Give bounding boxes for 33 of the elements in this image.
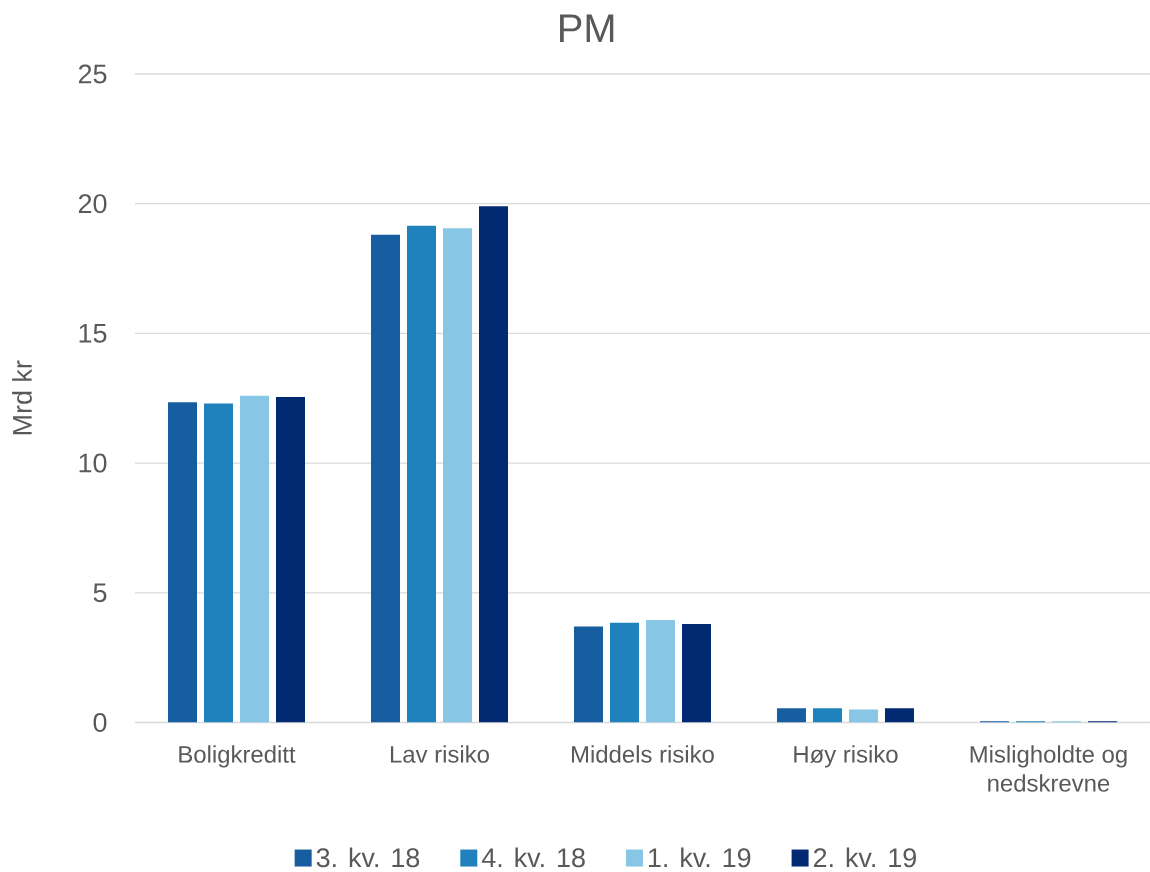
legend-label: 2. kv. 19 bbox=[813, 847, 916, 868]
bar bbox=[884, 708, 914, 723]
y-tick-label: 5 bbox=[93, 583, 107, 603]
bar bbox=[609, 622, 639, 723]
bar bbox=[204, 403, 233, 723]
x-tick-label: Misligholdte og nedskrevne bbox=[970, 745, 1127, 792]
bar bbox=[370, 234, 400, 723]
chart-title: PM bbox=[560, 14, 614, 43]
y-tick-label: 10 bbox=[79, 453, 107, 473]
bar bbox=[776, 708, 806, 723]
legend-label: 3. kv. 18 bbox=[316, 847, 420, 868]
y-tick-label: 25 bbox=[78, 64, 107, 84]
y-tick-label: 20 bbox=[78, 194, 107, 214]
bar bbox=[812, 708, 842, 723]
bar bbox=[442, 228, 472, 723]
x-tick-label: Boligkreditt bbox=[179, 745, 296, 768]
bar bbox=[681, 623, 711, 723]
bar bbox=[276, 396, 305, 723]
x-tick-label: Lav risiko bbox=[390, 745, 489, 763]
legend-label: 1. kv. 19 bbox=[648, 847, 751, 868]
x-tick-label: Høy risiko bbox=[794, 745, 898, 768]
bar bbox=[478, 206, 508, 723]
bar bbox=[645, 620, 675, 723]
y-tick-label: 0 bbox=[93, 712, 107, 733]
x-tick-label: Middels risiko bbox=[572, 745, 714, 763]
bar bbox=[240, 395, 269, 723]
bar bbox=[406, 225, 436, 723]
y-tick-label: 15 bbox=[79, 324, 107, 343]
bar bbox=[848, 709, 878, 723]
bar bbox=[168, 402, 197, 723]
bar bbox=[573, 626, 603, 723]
y-axis-title: Mrd kr bbox=[12, 360, 32, 435]
legend-label: 4. kv. 18 bbox=[481, 847, 585, 868]
